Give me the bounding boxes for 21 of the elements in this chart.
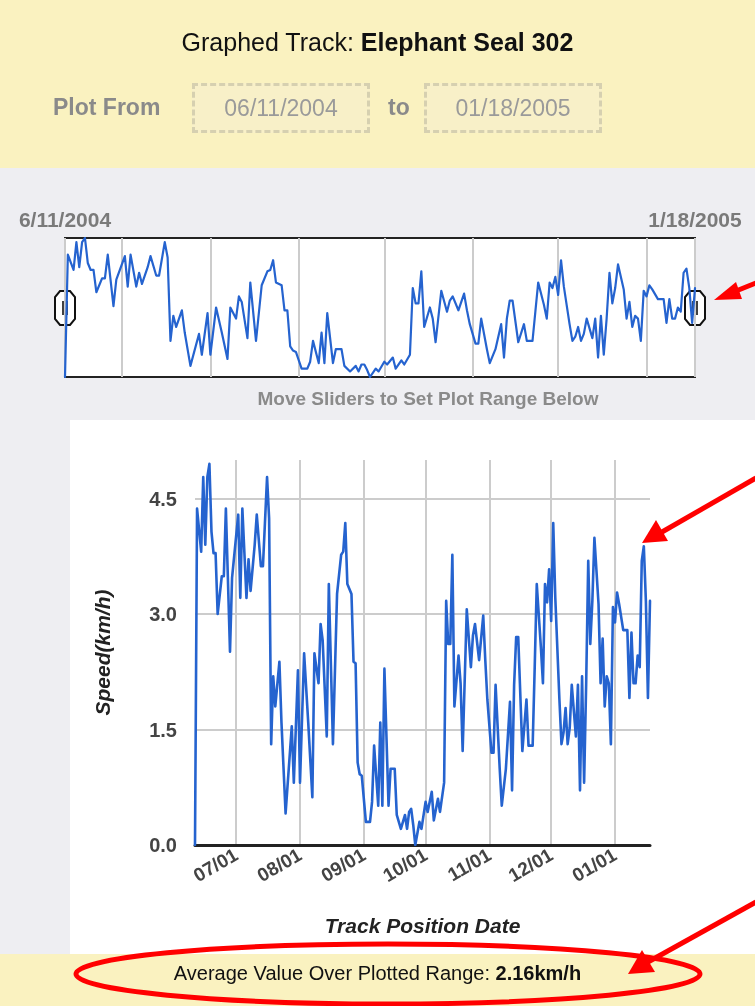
line-series [193,462,652,847]
x-tick-label: 09/01 [317,843,370,886]
text: Move Sliders to Set Plot Range Below [256,388,600,410]
y-axis-title: Speed(km/h) [91,589,114,716]
x-tick-label: 01/01 [568,843,621,886]
chart-title: Graphed Track: Elephant Seal 302 [181,28,574,56]
text: 06/11/2004 [192,83,370,133]
y-tick-label: 0.0 [149,834,177,856]
x-axis-title: Track Position Date [324,914,521,937]
x-tick-label: 6/11/2004 [18,208,112,231]
y-tick-label: 3.0 [149,603,177,625]
text: to [388,94,410,121]
text: 01/18/2005 [424,83,602,133]
text: Plot From [53,94,161,121]
x-tick-label: 11/01 [443,843,496,886]
x-tick-label: 08/01 [253,843,306,886]
text: Average Value Over Plotted Range: 2.16km/h [173,962,582,984]
x-tick-label: 07/01 [189,843,242,886]
x-tick-label: 1/18/2005 [648,208,743,231]
y-tick-label: 1.5 [149,718,177,741]
y-tick-label: 4.5 [149,487,177,510]
